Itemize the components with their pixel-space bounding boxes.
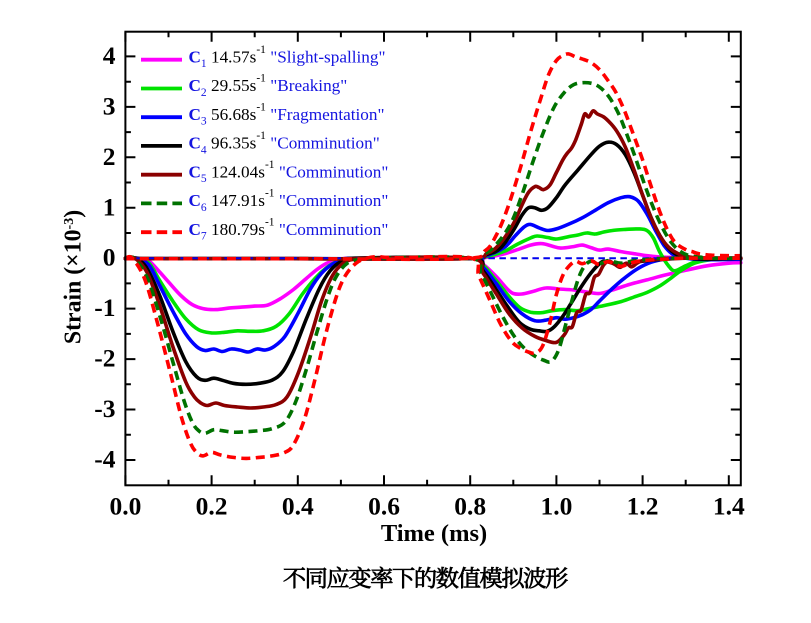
svg-text:0.4: 0.4: [282, 492, 314, 521]
svg-text:0.8: 0.8: [454, 492, 486, 521]
svg-text:C4 96.35s-1 "Comminution": C4 96.35s-1 "Comminution": [189, 130, 380, 156]
svg-text:-3: -3: [94, 394, 115, 423]
svg-text:3: 3: [103, 91, 116, 120]
svg-text:C6 147.91s-1 "Comminution": C6 147.91s-1 "Comminution": [189, 188, 389, 214]
svg-text:1: 1: [103, 192, 116, 221]
svg-text:0.2: 0.2: [196, 492, 228, 521]
svg-text:Time (ms): Time (ms): [381, 520, 487, 547]
svg-text:0.6: 0.6: [368, 492, 400, 521]
svg-text:-2: -2: [94, 344, 115, 373]
svg-text:4: 4: [103, 41, 116, 70]
svg-text:1.2: 1.2: [627, 492, 659, 521]
svg-text:-4: -4: [94, 445, 115, 474]
svg-text:1.0: 1.0: [540, 492, 572, 521]
svg-text:C2 29.55s-1 "Breaking": C2 29.55s-1 "Breaking": [189, 73, 348, 99]
svg-text:C3 56.68s-1 "Fragmentation": C3 56.68s-1 "Fragmentation": [189, 101, 385, 127]
svg-text:0.0: 0.0: [109, 492, 141, 521]
svg-text:0: 0: [103, 243, 116, 272]
svg-text:C5 124.04s-1 "Comminution": C5 124.04s-1 "Comminution": [189, 159, 389, 185]
svg-text:C1 14.57s-1 "Slight-spalling": C1 14.57s-1 "Slight-spalling": [189, 44, 386, 70]
svg-text:2: 2: [103, 142, 116, 171]
svg-text:Strain (×10-3): Strain (×10-3): [60, 210, 86, 344]
svg-text:1.4: 1.4: [713, 492, 745, 521]
svg-text:C7 180.79s-1 "Comminution": C7 180.79s-1 "Comminution": [189, 216, 389, 242]
svg-text:-1: -1: [94, 293, 115, 322]
